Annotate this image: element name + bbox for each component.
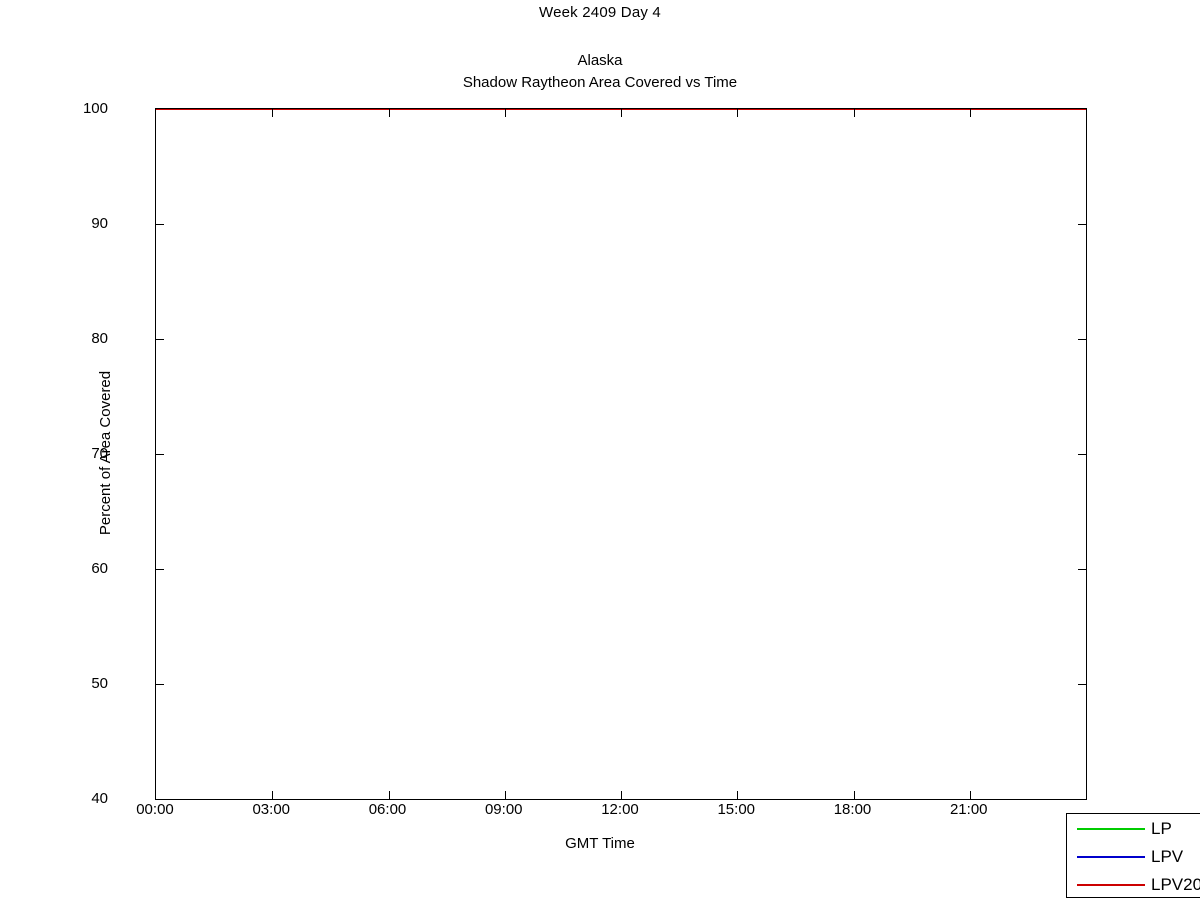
x-tick-label-0000: 00:00 bbox=[136, 801, 174, 818]
y-tick-right-70 bbox=[1078, 454, 1087, 455]
y-tick-right-90 bbox=[1078, 224, 1087, 225]
legend-swatch-lpv200 bbox=[1077, 884, 1145, 886]
x-tick-1800 bbox=[853, 791, 855, 800]
x-tick-top-0900 bbox=[504, 108, 506, 117]
legend-label-lpv: LPV bbox=[1151, 847, 1184, 866]
x-tick-0300 bbox=[272, 791, 274, 800]
x-tick-0600 bbox=[388, 791, 390, 800]
y-tick-label-40: 40 bbox=[91, 790, 108, 807]
plot-area: LP LPV LPV200 bbox=[155, 108, 1200, 898]
x-tick-top-0300 bbox=[272, 108, 274, 117]
x-tick-top-1500 bbox=[737, 108, 739, 117]
y-tick-50 bbox=[155, 684, 164, 685]
legend-label-lpv200: LPV200 bbox=[1151, 875, 1200, 894]
y-tick-60 bbox=[155, 569, 164, 570]
y-tick-label-70: 70 bbox=[91, 445, 108, 462]
x-tick-1200 bbox=[621, 791, 622, 800]
x-tick-top-0600 bbox=[388, 108, 390, 117]
x-axis-label: GMT Time bbox=[565, 835, 635, 852]
legend: LP LPV LPV200 bbox=[1066, 813, 1200, 898]
y-tick-right-60 bbox=[1078, 569, 1087, 570]
y-tick-label-80: 80 bbox=[91, 330, 108, 347]
x-tick-top-1800 bbox=[853, 108, 855, 117]
x-tick-0900 bbox=[504, 791, 506, 800]
series-layer bbox=[156, 109, 1086, 799]
y-tick-right-80 bbox=[1078, 339, 1087, 340]
legend-item-lpv[interactable]: LPV bbox=[1067, 843, 1200, 871]
y-tick-70 bbox=[155, 454, 164, 455]
y-tick-label-90: 90 bbox=[91, 215, 108, 232]
y-tick-80 bbox=[155, 339, 164, 340]
y-tick-label-50: 50 bbox=[91, 675, 108, 692]
x-tick-top-2100 bbox=[969, 108, 971, 117]
x-tick-top-1200 bbox=[621, 108, 622, 117]
chart-title-line-2: Shadow Raytheon Area Covered vs Time bbox=[462, 74, 738, 91]
legend-item-lp[interactable]: LP bbox=[1067, 815, 1200, 843]
x-tick-label-2100: 21:00 bbox=[949, 801, 988, 818]
x-tick-2100 bbox=[969, 791, 971, 800]
x-tick-label-0300: 03:00 bbox=[252, 801, 291, 818]
chart-title: Alaska Shadow Raytheon Area Covered vs T… bbox=[0, 50, 1200, 94]
x-tick-label-1200: 12:00 bbox=[601, 801, 639, 818]
x-tick-label-0600: 06:00 bbox=[368, 801, 407, 818]
legend-swatch-lp bbox=[1077, 828, 1145, 830]
y-tick-label-60: 60 bbox=[91, 560, 108, 577]
y-tick-label-100: 100 bbox=[82, 100, 108, 117]
y-axis-label: Percent of Area Covered bbox=[97, 370, 114, 536]
x-tick-label-1800: 18:00 bbox=[833, 801, 872, 818]
figure-header-title: Week 2409 Day 4 bbox=[539, 4, 661, 21]
x-tick-label-1500: 15:00 bbox=[717, 801, 756, 818]
legend-swatch-lpv bbox=[1077, 856, 1145, 858]
y-tick-90 bbox=[155, 224, 164, 225]
y-tick-right-50 bbox=[1078, 684, 1087, 685]
x-tick-1500 bbox=[737, 791, 739, 800]
x-tick-label-0900: 09:00 bbox=[484, 801, 523, 818]
legend-item-lpv200[interactable]: LPV200 bbox=[1067, 871, 1200, 899]
chart-title-line-1: Alaska bbox=[577, 52, 623, 69]
legend-label-lp: LP bbox=[1151, 819, 1172, 838]
